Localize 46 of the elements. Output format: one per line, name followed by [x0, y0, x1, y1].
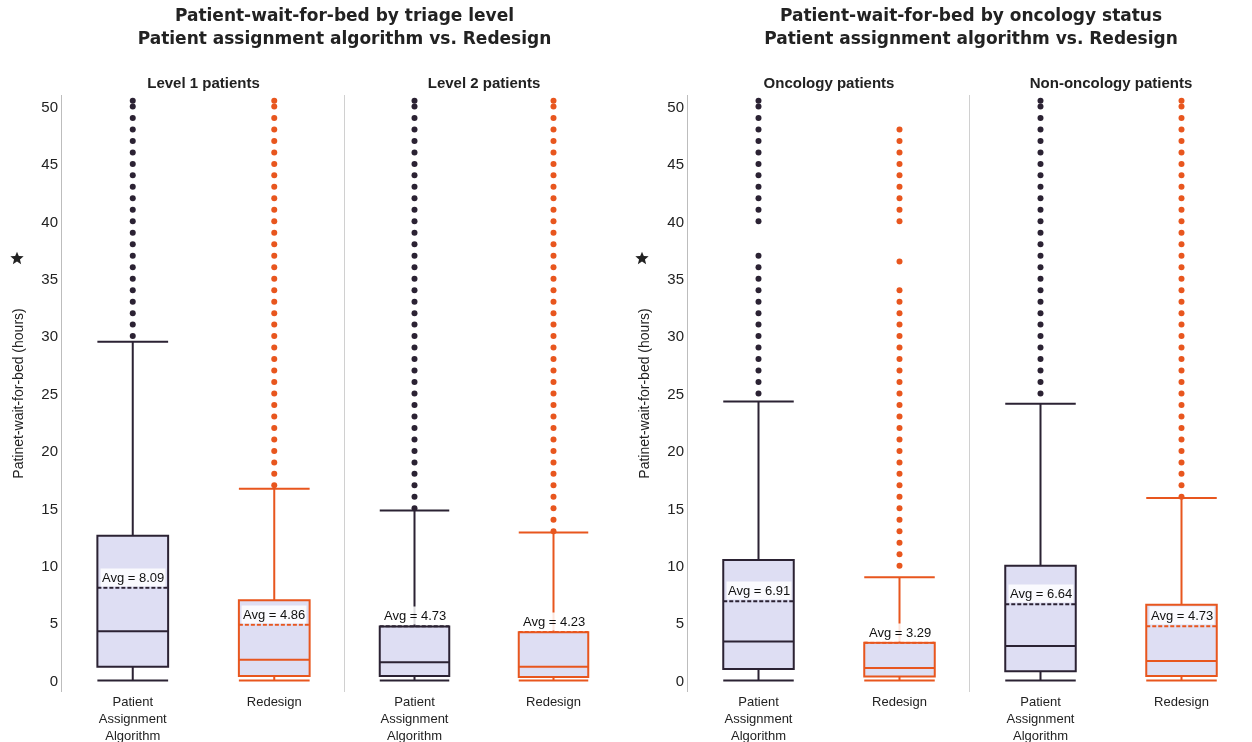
y-tick-label: 5: [49, 614, 58, 632]
chart-title: Patient-wait-for-bed by oncology status Patient assignment algorithm vs. Redesign: [763, 4, 1179, 50]
y-axis-title: Patinet-wait-for-bed (hours): [635, 308, 652, 479]
x-tick-label: Redesign: [1154, 694, 1209, 709]
annotation: Avg = 6.91: [728, 583, 791, 598]
annotation: Avg = 4.73: [384, 608, 447, 623]
chart-subtitle: Oncology patients: [763, 74, 895, 92]
y-tick-label: 30: [667, 327, 684, 345]
annotation: Avg = 8.09: [102, 570, 165, 585]
chart-title: Patient-wait-for-bed by triage level Patient assignment algorithm vs. Redesign: [136, 4, 553, 50]
chart-subtitle: Level 1 patients: [147, 74, 260, 92]
y-tick-label: 20: [667, 442, 684, 460]
chart-subtitle: Level 2 patients: [427, 74, 541, 92]
y-tick-label: 0: [675, 671, 684, 689]
x-tick-label: Redesign: [872, 694, 927, 709]
y-tick-label: 35: [41, 269, 58, 287]
x-tick-label: Patient Assignment Algorithm: [98, 694, 168, 742]
annotation: Avg = 4.73: [1151, 608, 1214, 623]
y-tick-label: 15: [667, 499, 684, 517]
y-tick-label: 40: [667, 212, 684, 230]
y-tick-label: 45: [41, 155, 58, 173]
annotation: Avg = 6.64: [1010, 586, 1073, 601]
x-tick-label: Patient Assignment Algorithm: [1006, 694, 1075, 742]
x-tick-label: Patient Assignment Algorithm: [724, 694, 793, 742]
y-tick-label: 25: [667, 384, 684, 402]
y-tick-label: 0: [49, 671, 58, 689]
y-tick-label: 50: [667, 97, 684, 115]
x-tick-label: Redesign: [526, 694, 581, 709]
y-tick-label: 10: [41, 556, 58, 574]
y-tick-label: 40: [41, 212, 58, 230]
annotation: Avg = 4.23: [523, 614, 586, 629]
y-axis-title: Patinet-wait-for-bed (hours): [9, 308, 26, 479]
x-tick-label: Patient Assignment Algorithm: [380, 694, 449, 742]
y-tick-label: 10: [667, 556, 684, 574]
annotation: Avg = 4.86: [243, 607, 306, 622]
x-tick-label: Redesign: [246, 694, 302, 709]
y-tick-label: 25: [41, 384, 58, 402]
y-tick-label: 35: [667, 269, 684, 287]
y-tick-label: 30: [41, 327, 58, 345]
chart-subtitle: Non-oncology patients: [1029, 74, 1193, 92]
annotation: Avg = 3.29: [869, 625, 932, 640]
y-tick-label: 20: [41, 442, 58, 460]
y-tick-label: 15: [41, 499, 58, 517]
y-tick-label: 5: [675, 614, 684, 632]
y-tick-label: 45: [667, 155, 684, 173]
y-tick-label: 50: [41, 97, 58, 115]
